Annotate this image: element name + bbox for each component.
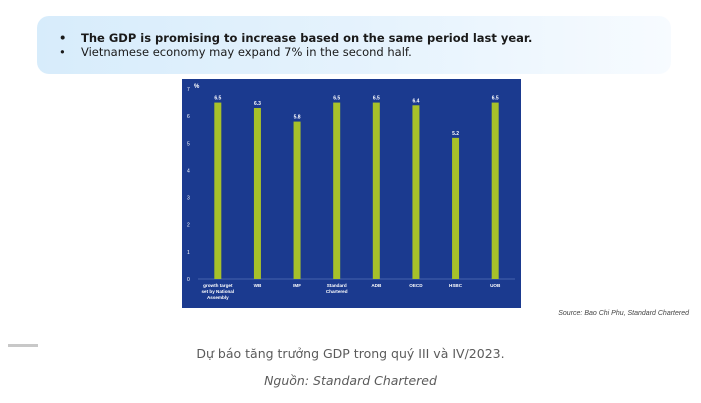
chart-source-note: Source: Bao Chi Phu, Standard Chartered	[558, 310, 689, 317]
highlight-item-2: • Vietnamese economy may expand 7% in th…	[59, 45, 412, 59]
x-tick-label: Standard	[327, 283, 347, 288]
bar	[452, 137, 460, 279]
y-tick-label: 4	[187, 168, 190, 174]
x-tick-label: Chartered	[326, 289, 348, 294]
data-label: 6.5	[492, 96, 499, 102]
y-tick-label: 1	[187, 250, 190, 256]
bar	[333, 102, 341, 279]
x-tick-label: OECD	[409, 283, 423, 288]
y-tick-label: 0	[187, 277, 190, 283]
bar	[293, 121, 301, 279]
bar	[372, 102, 380, 279]
bar	[491, 102, 499, 279]
divider	[8, 344, 38, 347]
gdp-forecast-chart: % 0 1 2 3 4 5 6 7 6.5 growth target set by National…	[182, 79, 521, 308]
bar	[214, 102, 222, 279]
data-label: 6.5	[333, 96, 340, 102]
x-tick-label: Assembly	[207, 295, 229, 300]
y-tick-label: 3	[187, 196, 190, 202]
data-label: 6.5	[373, 96, 380, 102]
y-tick-label: 5	[187, 141, 190, 147]
y-tick-label: 2	[187, 223, 190, 229]
data-label: 6.4	[412, 98, 419, 104]
bullet-icon: •	[59, 31, 67, 45]
bullet-icon: •	[59, 45, 66, 59]
data-label: 5.2	[452, 131, 459, 137]
y-tick-label: 7	[187, 87, 190, 93]
highlight-item-1: • The GDP is promising to increase based…	[59, 31, 533, 45]
image-credit: Nguồn: Standard Chartered	[264, 373, 437, 388]
data-label: 5.8	[294, 115, 301, 121]
data-label: 6.3	[254, 101, 261, 107]
y-tick-label: 6	[187, 114, 190, 120]
x-tick-label: ADB	[371, 283, 382, 288]
x-tick-label: WB	[254, 283, 262, 288]
bar	[253, 108, 261, 279]
data-label: 6.5	[214, 96, 221, 102]
x-tick-label: IMF	[293, 283, 301, 288]
image-caption: Dự báo tăng trưởng GDP trong quý III và …	[196, 346, 505, 361]
x-tick-label: UOB	[490, 283, 501, 288]
x-tick-label: growth target	[203, 283, 233, 288]
x-tick-label: HSBC	[449, 283, 463, 288]
highlights-banner: • The GDP is promising to increase based…	[37, 16, 671, 74]
bar	[412, 105, 420, 280]
x-tick-label: set by National	[201, 289, 234, 294]
y-axis-label: %	[194, 84, 200, 90]
